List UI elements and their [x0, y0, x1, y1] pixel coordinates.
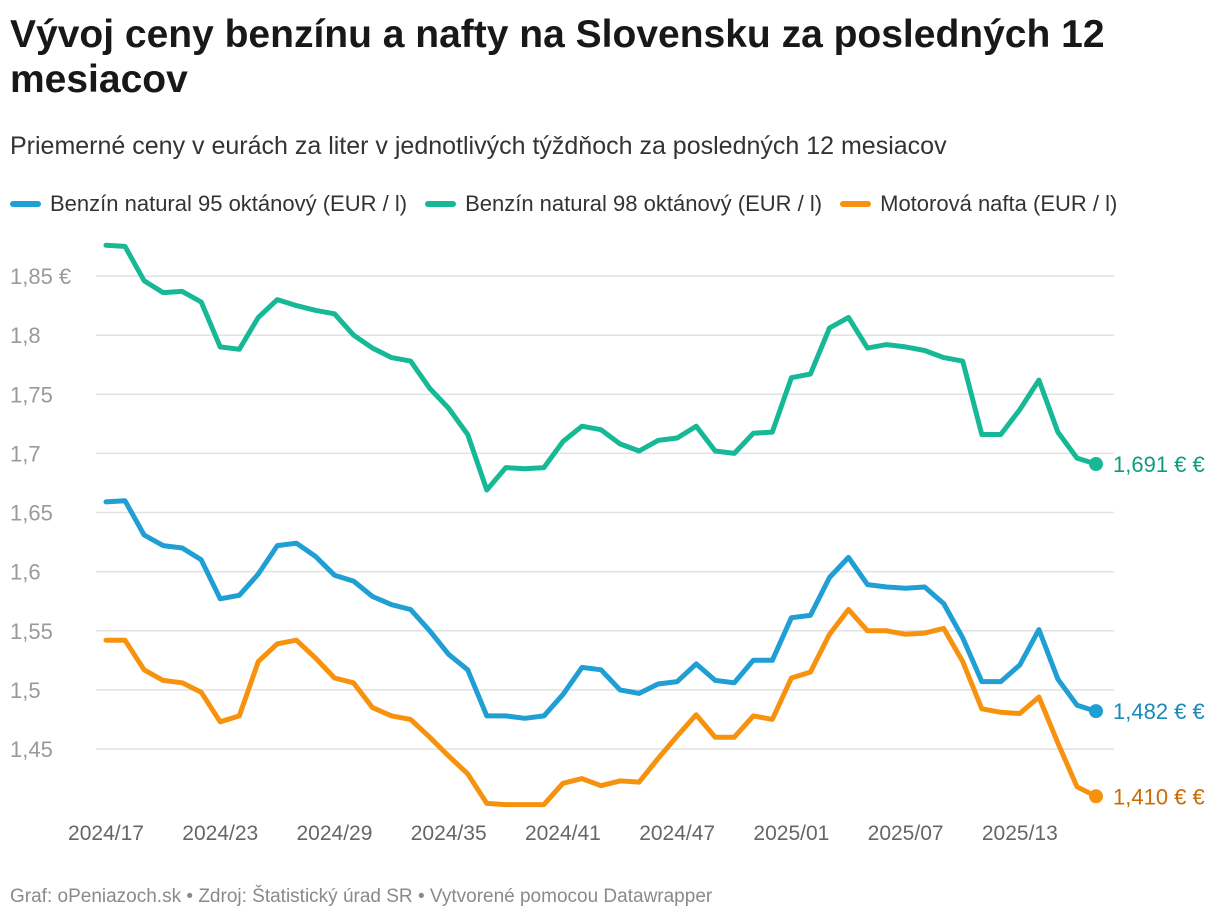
y-axis-ticks: 1,45 1,5 1,55 1,6 1,65 1,7 1,75 1,8 1,85 € — [10, 264, 71, 762]
legend-item-nafta: Motorová nafta (EUR / l) — [840, 191, 1117, 217]
footer-separator-1: • — [186, 886, 194, 907]
y-tick-label: 1,6 — [10, 560, 41, 585]
x-tick-label: 2024/17 — [68, 822, 144, 845]
x-tick-label: 2025/01 — [753, 822, 829, 845]
y-tick-label: 1,55 — [10, 619, 53, 644]
series-lines — [103, 242, 1103, 808]
footer-separator-2: • — [417, 886, 425, 907]
legend-label-nafta: Motorová nafta (EUR / l) — [880, 191, 1118, 216]
x-tick-label: 2025/07 — [868, 822, 944, 845]
footer-source: Zdroj: Štatistický úrad SR — [198, 886, 413, 907]
legend-swatch-benzin98 — [425, 201, 457, 207]
end-label-nafta: 1,410 € € — [1113, 784, 1205, 809]
y-tick-label: 1,75 — [10, 382, 53, 407]
series-line-benzin98 — [103, 242, 1099, 493]
chart-subtitle: Priemerné ceny v eurách za liter v jedno… — [10, 132, 947, 160]
chart-legend: Benzín natural 95 oktánový (EUR / l) Ben… — [10, 189, 1135, 219]
y-tick-label: 1,45 — [10, 737, 53, 762]
legend-swatch-nafta — [840, 201, 872, 207]
end-point-nafta — [1089, 789, 1103, 804]
y-tick-label: 1,8 — [10, 323, 41, 348]
x-tick-label: 2024/23 — [182, 822, 258, 845]
x-axis-ticks: 2024/17 2024/23 2024/29 2024/35 2024/41 2024/… — [68, 822, 1058, 845]
y-tick-label: 1,65 — [10, 501, 53, 526]
end-point-benzin95 — [1089, 704, 1103, 719]
footer-tool: Vytvorené pomocou Datawrapper — [429, 886, 713, 907]
x-tick-label: 2024/41 — [525, 822, 601, 845]
gridlines — [96, 275, 1114, 750]
chart-title: Vývoj ceny benzínu a nafty na Slovensku … — [10, 13, 1105, 101]
legend-item-benzin98: Benzín natural 98 oktánový (EUR / l) — [425, 191, 822, 217]
end-label-benzin95: 1,482 € € — [1113, 699, 1205, 724]
footer-source-label: Graf: oPeniazoch.sk — [10, 886, 182, 907]
y-tick-label: 1,7 — [10, 441, 41, 466]
y-tick-label: 1,85 € — [10, 264, 71, 289]
end-labels: 1,482 € € 1,691 € € 1,410 € € — [1113, 452, 1205, 809]
x-tick-label: 2025/13 — [982, 822, 1058, 845]
x-tick-label: 2024/29 — [297, 822, 373, 845]
legend-label-benzin95: Benzín natural 95 oktánový (EUR / l) — [50, 191, 408, 216]
y-tick-label: 1,5 — [10, 678, 41, 703]
end-point-benzin98 — [1089, 457, 1103, 472]
chart-footer: Graf: oPeniazoch.sk • Zdroj: Štatistický… — [10, 886, 712, 908]
series-line-nafta — [103, 607, 1099, 808]
x-tick-label: 2024/35 — [411, 822, 487, 845]
legend-swatch-benzin95 — [10, 201, 41, 207]
series-line-benzin95 — [103, 498, 1099, 721]
end-label-benzin98: 1,691 € € — [1113, 452, 1205, 477]
legend-label-benzin98: Benzín natural 98 oktánový (EUR / l) — [465, 191, 823, 216]
legend-item-benzin95: Benzín natural 95 oktánový (EUR / l) — [10, 191, 407, 217]
x-tick-label: 2024/47 — [639, 822, 715, 845]
